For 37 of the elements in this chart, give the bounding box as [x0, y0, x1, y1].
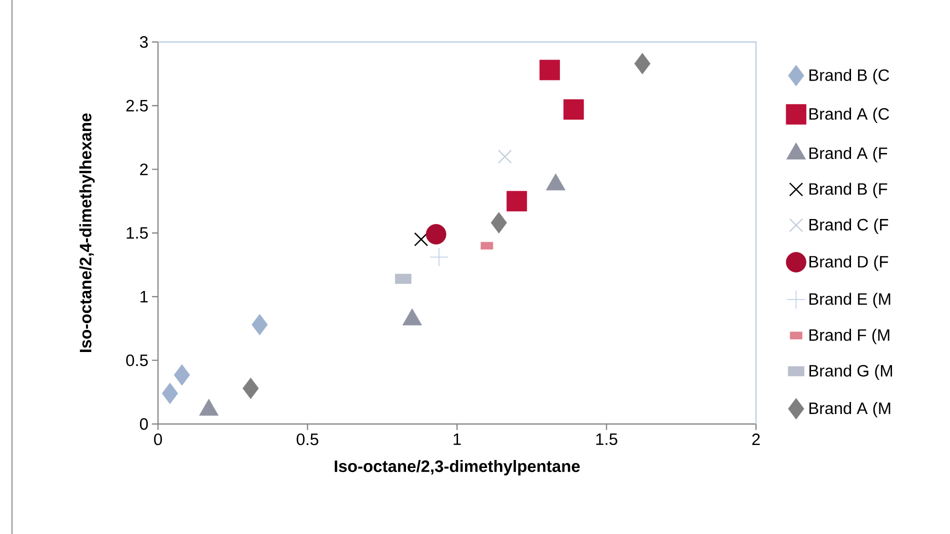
legend-label: Brand B (F [809, 182, 888, 198]
y-tick-label: 2 [140, 164, 148, 176]
legend-label: Brand C (F [809, 218, 888, 234]
y-axis-title: Iso-octane/2,4-dimethylhexane [79, 113, 95, 352]
point [506, 190, 528, 212]
point [490, 212, 507, 234]
legend-label: Brand B (C [809, 68, 890, 84]
y-tick-label: 3 [140, 36, 148, 48]
y-tick-label: 1.5 [126, 227, 148, 239]
legend-label: Brand E (M [809, 292, 890, 308]
point [174, 364, 190, 386]
point [414, 232, 428, 246]
legend-label: Brand F (M [809, 328, 890, 344]
x-tick-label: 1 [454, 434, 461, 445]
point [162, 382, 178, 404]
y-tick-label: 1 [140, 290, 148, 302]
point [430, 248, 449, 267]
point [498, 150, 512, 164]
legend-label: Brand A (M [809, 402, 890, 418]
legend-label: Brand G (M [809, 364, 892, 380]
x-tick-label: 0 [154, 434, 162, 446]
point [252, 314, 268, 336]
point [634, 52, 650, 74]
x-tick-label: 1.5 [596, 434, 618, 446]
point [540, 60, 560, 80]
x-tick-label: 2 [752, 434, 760, 446]
y-tick-label: 0.5 [126, 354, 148, 366]
point [563, 99, 584, 120]
x-axis-title: Iso-octane/2,3-dimethylpentane [334, 460, 580, 476]
legend-label: Brand A (F [809, 146, 888, 162]
point [426, 224, 446, 244]
legend-label: Brand D (F [809, 255, 888, 271]
y-tick-label: 0 [140, 418, 148, 430]
legend-label: Brand A (C [809, 108, 890, 124]
point [242, 378, 259, 400]
y-tick-label: 2.5 [126, 100, 148, 112]
x-tick-label: 0.5 [296, 434, 318, 446]
